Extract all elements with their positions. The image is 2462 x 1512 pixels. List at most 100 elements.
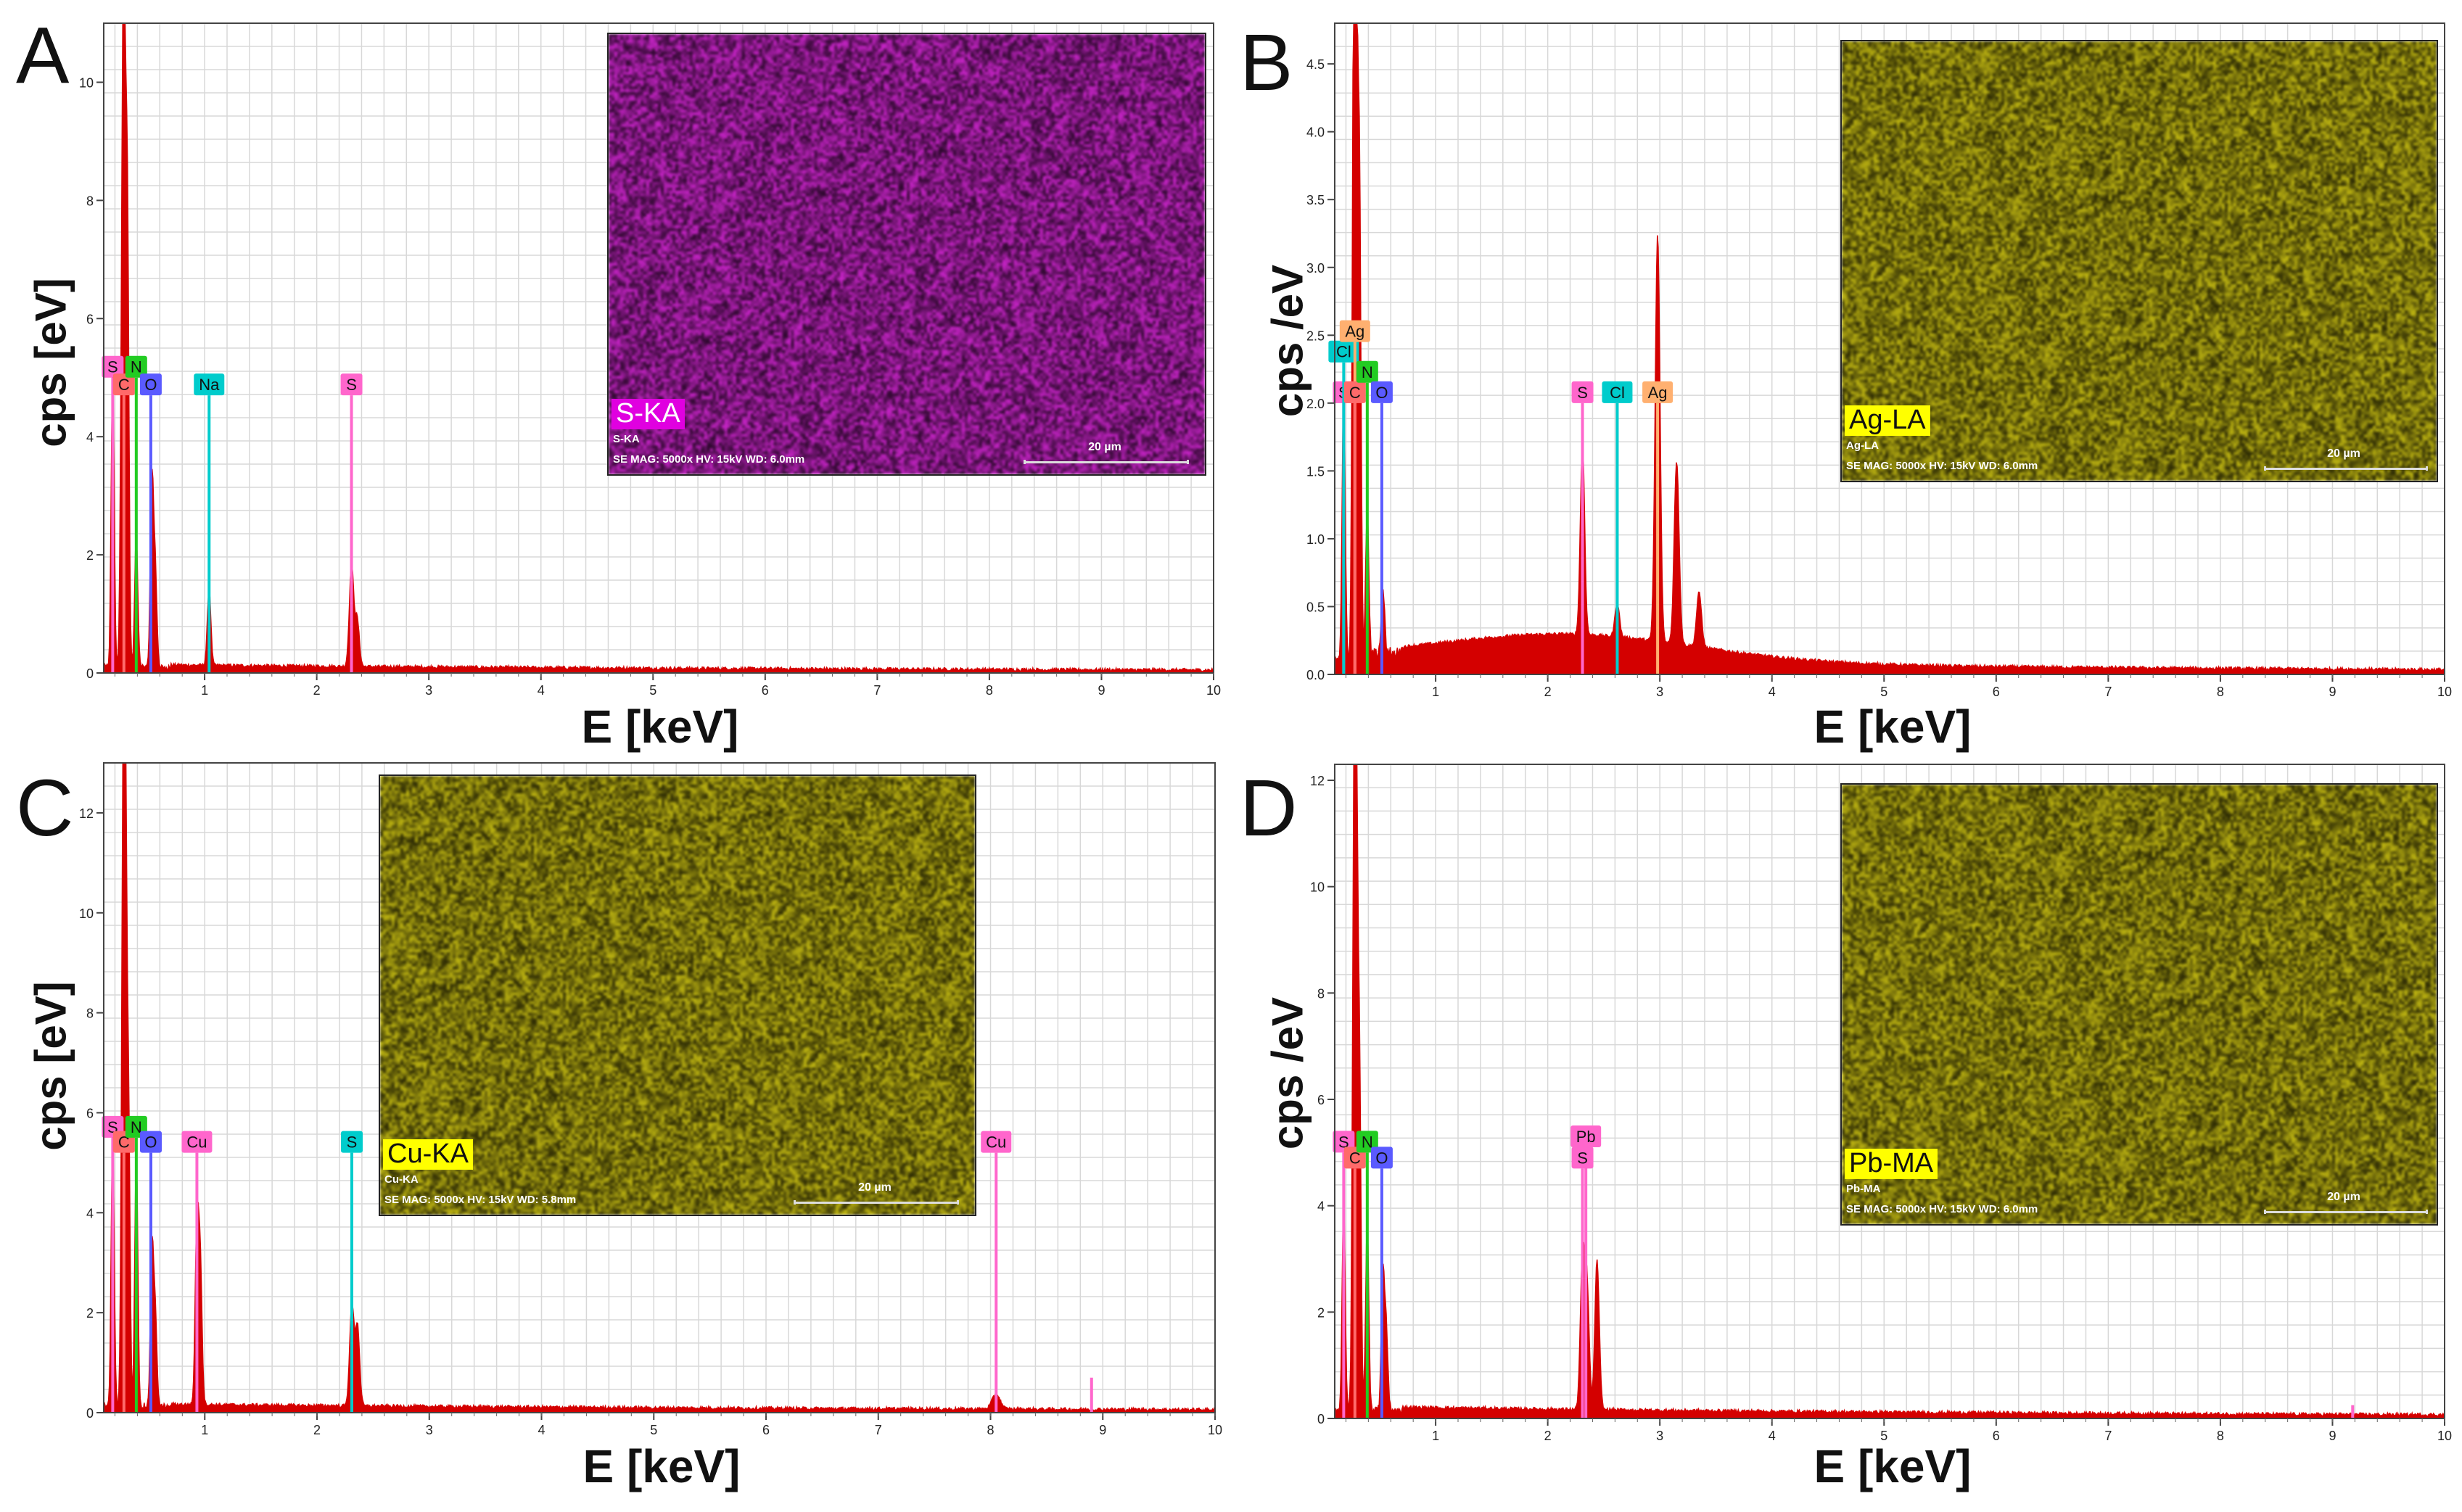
x-tick-label: 8 [987, 1423, 994, 1437]
element-label: N [131, 1118, 142, 1136]
scale-bar [794, 1200, 959, 1205]
map-element-label: Cu-KA [383, 1139, 473, 1170]
element-label: C [1349, 1149, 1361, 1167]
elemental-map-inset: S-KA S-KA SE MAG: 5000x HV: 15kV WD: 6.0… [607, 33, 1206, 476]
element-label: Cl [1610, 384, 1625, 402]
y-tick-label: 12 [1310, 774, 1325, 788]
element-label-box [1339, 320, 1370, 342]
map-element-label: S-KA [612, 398, 685, 429]
ticks: 1 2 3 4 5 6 7 8 9 10 0 2 4 6 8 10 [79, 75, 1221, 698]
x-tick-label: 4 [1769, 685, 1776, 699]
panel-letter: B [1240, 18, 1293, 107]
element-label: N [1362, 363, 1373, 381]
panel-a: A S C N O Na S 1 2 3 4 5 6 7 8 9 10 0 2 4 6 8 10 cps [eV] E [… [0, 0, 1231, 754]
element-label-box [981, 1131, 1012, 1153]
y-tick-label: 4.5 [1306, 57, 1325, 72]
x-tick-label: 6 [762, 1423, 770, 1437]
spectrum-fill [103, 762, 1216, 1413]
y-tick-label: 6 [86, 1106, 94, 1120]
map-element-label: Ag-LA [1845, 405, 1930, 436]
x-tick-label: 9 [2329, 1429, 2336, 1443]
x-tick-label: 2 [1544, 1429, 1552, 1443]
element-label-box [1571, 381, 1594, 403]
x-tick-label: 7 [873, 683, 881, 698]
elemental-map-inset: Pb-MA Pb-MA SE MAG: 5000x HV: 15kV WD: 6… [1840, 783, 2438, 1226]
y-tick-label: 3.5 [1306, 193, 1325, 207]
y-tick-label: 10 [1310, 880, 1325, 895]
y-tick-label: 12 [79, 806, 94, 821]
panel-d: D S C N O Pb S 1 2 3 4 5 6 7 8 9 10 0 2 4 6 8 10 12 cps /eV E … [1231, 754, 2462, 1512]
map-sublabel: Ag-LA [1846, 439, 1879, 452]
element-label-box [1370, 381, 1393, 403]
element-label-box [340, 1131, 363, 1153]
y-tick-label: 4 [1317, 1199, 1325, 1214]
axes-frame [103, 762, 1216, 1413]
x-tick-label: 6 [1993, 685, 2000, 699]
y-tick-label: 10 [79, 906, 94, 921]
element-label: S [1577, 1149, 1588, 1167]
y-tick-label: 3.0 [1306, 261, 1325, 276]
element-label-box [1370, 1147, 1393, 1169]
axes-frame [103, 22, 1214, 674]
element-label-box [102, 355, 124, 378]
x-tick-label: 1 [1432, 1429, 1439, 1443]
map-sublabel: Pb-MA [1846, 1183, 1881, 1195]
x-tick-label: 2 [1544, 685, 1552, 699]
elemental-map-inset: Cu-KA Cu-KA SE MAG: 5000x HV: 15kV WD: 5… [379, 774, 976, 1216]
x-tick-label: 3 [1656, 1429, 1663, 1443]
x-axis-label: E [keV] [1813, 701, 1972, 753]
elemental-map-image [1842, 41, 2437, 481]
x-tick-label: 4 [538, 683, 545, 698]
element-label-box [139, 373, 162, 396]
element-label-box [1343, 381, 1366, 403]
element-label: S [1338, 1133, 1349, 1151]
map-acquisition-info: SE MAG: 5000x HV: 15kV WD: 6.0mm [1846, 460, 2038, 472]
element-label: Pb [1576, 1128, 1596, 1146]
x-tick-label: 10 [2437, 1429, 2452, 1443]
y-tick-label: 0 [1317, 1412, 1325, 1426]
x-tick-label: 8 [2217, 1429, 2224, 1443]
y-tick-label: 4 [86, 1206, 94, 1220]
y-tick-label: 4 [86, 430, 94, 445]
element-label-box [194, 373, 225, 396]
element-label-box [1328, 340, 1359, 363]
map-acquisition-info: SE MAG: 5000x HV: 15kV WD: 5.8mm [384, 1194, 577, 1206]
element-label: Cu [186, 1133, 207, 1152]
element-label: Cu [986, 1133, 1006, 1152]
element-label: N [1362, 1133, 1373, 1151]
x-tick-label: 3 [425, 683, 432, 698]
x-tick-label: 6 [1993, 1429, 2000, 1443]
y-tick-label: 8 [86, 1007, 94, 1021]
element-label: O [1375, 384, 1388, 402]
x-tick-label: 10 [1208, 1423, 1222, 1437]
element-label: S [347, 1133, 358, 1152]
y-tick-label: 1.0 [1306, 532, 1325, 547]
element-label: Ag [1648, 384, 1668, 402]
map-acquisition-info: SE MAG: 5000x HV: 15kV WD: 6.0mm [1846, 1203, 2038, 1215]
x-tick-label: 1 [201, 1423, 208, 1437]
element-label: Na [199, 376, 220, 394]
x-tick-label: 3 [1656, 685, 1663, 699]
x-tick-label: 5 [1880, 1429, 1887, 1443]
y-tick-label: 2.5 [1306, 329, 1325, 343]
x-tick-label: 10 [1206, 683, 1221, 698]
y-axis-label: cps /eV [1263, 264, 1312, 418]
y-tick-label: 0 [86, 666, 94, 681]
axes-frame [1334, 764, 2445, 1419]
element-label: N [131, 358, 142, 376]
x-tick-label: 2 [313, 1423, 321, 1437]
y-axis-label: cps [eV] [26, 278, 75, 447]
x-tick-label: 7 [2104, 1429, 2112, 1443]
spectrum-fill [1334, 22, 2445, 675]
spectrum-fill [1334, 764, 2445, 1419]
panel-letter: D [1240, 764, 1298, 853]
x-tick-label: 9 [1098, 683, 1105, 698]
axes-frame [1334, 22, 2445, 675]
element-label-box [112, 373, 135, 396]
y-tick-label: 4.0 [1306, 125, 1325, 140]
scale-bar-label: 20 µm [858, 1181, 892, 1194]
y-tick-label: 1.5 [1306, 464, 1325, 479]
